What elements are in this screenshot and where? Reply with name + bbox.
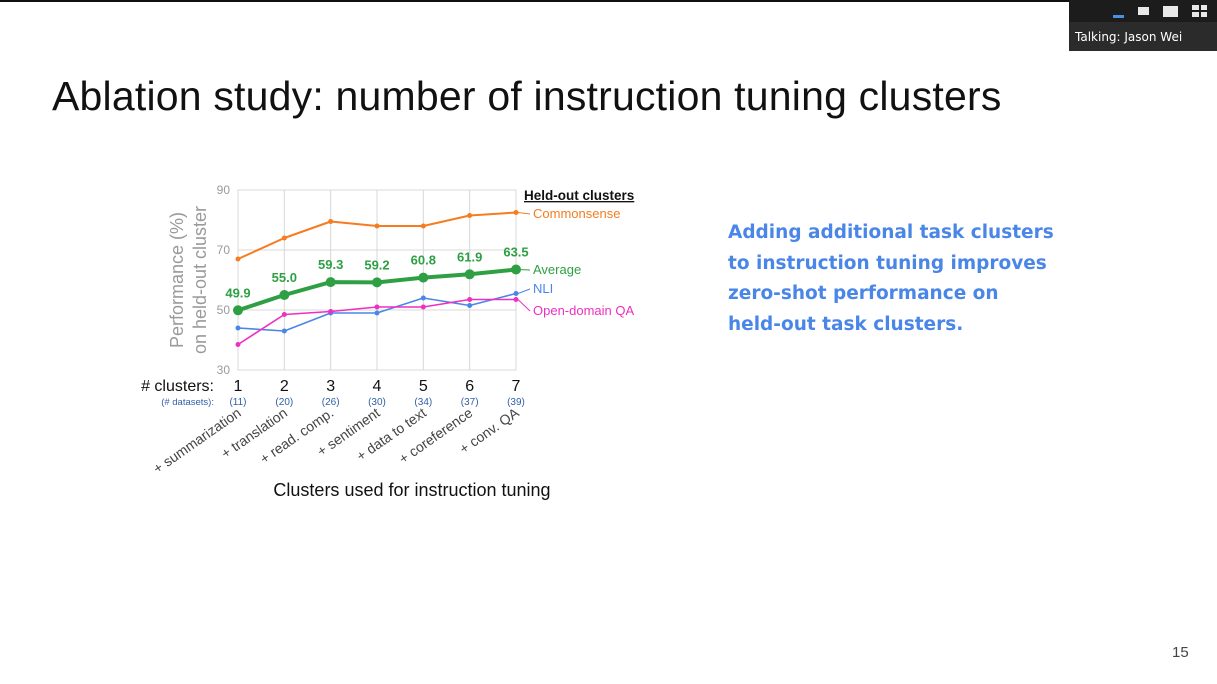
legend-leader — [517, 212, 531, 215]
legend-entry: Average — [533, 262, 581, 277]
callout-line-4: held-out task clusters. — [728, 313, 964, 335]
data-point — [281, 328, 287, 334]
data-label: 63.5 — [503, 245, 528, 260]
dataset-count-label: (20) — [275, 397, 293, 408]
legend-leader — [517, 299, 531, 312]
data-point — [235, 325, 241, 331]
data-point — [233, 305, 243, 316]
data-label: 49.9 — [225, 285, 250, 300]
dataset-count-label: (11) — [229, 397, 246, 408]
data-point — [464, 269, 475, 280]
callout-line-3: zero-shot performance on — [728, 283, 999, 304]
data-label: 60.8 — [411, 253, 436, 268]
legend-leader — [517, 269, 531, 271]
dataset-count-label: (30) — [368, 397, 386, 408]
y-tick-label: 30 — [217, 363, 231, 377]
ablation-line-chart: 30 50 70 90 Performance (%) on held-out clust… — [141, 183, 634, 500]
data-point — [420, 223, 426, 229]
slide-title: Ablation study: number of instruction tu… — [52, 73, 1002, 119]
dataset-count-label: (39) — [507, 397, 525, 408]
data-point — [328, 219, 334, 224]
data-point — [374, 223, 380, 229]
x-tick-label: 1 — [234, 378, 243, 395]
page-number: 15 — [1172, 644, 1189, 661]
data-point — [328, 309, 334, 314]
x-tick-label: 3 — [326, 378, 335, 395]
x-tick-label: 2 — [280, 378, 289, 395]
x-axis-label: Clusters used for instruction tuning — [273, 480, 550, 500]
data-point — [513, 297, 519, 302]
x-row-label: # clusters: — [141, 378, 214, 395]
legend-entry: Open-domain QA — [533, 303, 634, 318]
data-point — [467, 297, 473, 302]
dataset-count-label: (26) — [322, 397, 340, 408]
large-view-icon[interactable] — [1163, 5, 1178, 17]
data-point — [372, 277, 382, 288]
x-tick-label: 5 — [419, 378, 428, 395]
dataset-count-label: (34) — [414, 397, 432, 408]
data-point — [513, 210, 519, 215]
data-label: 55.0 — [272, 270, 297, 285]
data-label: 61.9 — [457, 249, 482, 264]
top-border — [0, 0, 1217, 2]
datasets-row-label: (# datasets): — [161, 397, 214, 408]
callout-line-2: to instruction tuning improves — [728, 252, 1047, 274]
y-tick-label: 70 — [217, 243, 231, 257]
x-tick-label: 7 — [512, 378, 521, 395]
y-tick-label: 50 — [217, 303, 231, 317]
x-tick-label: 4 — [373, 378, 382, 395]
data-point — [467, 303, 473, 308]
small-view-icon[interactable] — [1138, 7, 1149, 15]
dataset-count-label: (37) — [461, 397, 479, 408]
data-point — [511, 264, 521, 275]
x-tick-label: 6 — [465, 378, 474, 395]
data-point — [420, 304, 426, 310]
data-point — [374, 304, 380, 310]
callout-text: Adding additional task clusters to instr… — [728, 218, 1088, 340]
grid-view-icon[interactable] — [1192, 5, 1207, 17]
data-point — [235, 342, 241, 347]
data-label: 59.2 — [364, 257, 389, 272]
legend-title: Held-out clusters — [524, 188, 634, 203]
y-axis-label-line-2: on held-out cluster — [190, 206, 210, 354]
legend-entry: Commonsense — [533, 206, 620, 221]
callout-line-1: Adding additional task clusters — [728, 222, 1054, 243]
data-point — [279, 290, 290, 300]
y-tick-label: 90 — [217, 183, 231, 197]
data-point — [281, 312, 287, 317]
data-point — [467, 213, 473, 218]
data-point — [374, 310, 380, 316]
minimize-icon[interactable] — [1113, 14, 1124, 18]
talking-indicator: Talking: Jason Wei — [1069, 22, 1217, 51]
data-point — [420, 295, 426, 301]
legend-leader — [517, 288, 531, 294]
data-label: 59.3 — [318, 257, 343, 272]
data-point — [281, 235, 287, 241]
legend-entry: NLI — [533, 281, 553, 296]
data-point — [418, 272, 429, 283]
view-controls — [1069, 0, 1217, 22]
data-point — [325, 277, 336, 288]
y-axis-label-line-1: Performance (%) — [167, 212, 187, 348]
data-point — [513, 291, 519, 296]
data-point — [235, 256, 241, 262]
